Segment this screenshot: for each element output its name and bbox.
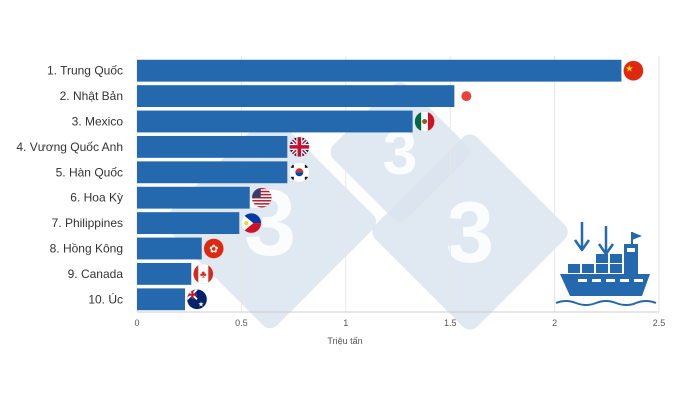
category-label: 2. Nhật Bản (60, 89, 123, 103)
bar (137, 288, 186, 311)
container-block (568, 264, 580, 273)
bars (137, 59, 622, 311)
usa-flag (251, 187, 273, 208)
x-tick-label: 1 (343, 318, 348, 328)
x-tick-label: 0 (134, 318, 139, 328)
australia-flag: ★ (186, 289, 208, 310)
bar (137, 85, 455, 108)
category-label: 8. Hồng Kông (50, 242, 123, 256)
category-label: 9. Canada (68, 267, 124, 281)
category-label: 10. Úc (88, 291, 123, 306)
bar (137, 186, 250, 209)
japan-flag (461, 91, 472, 102)
watermark-diamond: 3 (372, 134, 568, 330)
svg-text:3: 3 (446, 185, 494, 281)
container-block (610, 264, 622, 273)
x-tick-label: 2 (552, 318, 557, 328)
svg-text:♣: ♣ (200, 269, 207, 280)
flags: ★ ✿ ♣ ★ (186, 60, 644, 310)
bar (137, 262, 192, 285)
container-block (596, 254, 608, 263)
bar (137, 237, 202, 260)
ship-hull (560, 274, 650, 296)
svg-text:✿: ✿ (209, 244, 218, 256)
arrow-down-icon (597, 226, 615, 256)
bar (137, 59, 622, 82)
bar (137, 110, 413, 133)
container-block (582, 264, 594, 273)
canada-flag: ♣ (193, 263, 214, 285)
category-label: 1. Trung Quốc (47, 64, 123, 78)
philippines-flag (241, 212, 262, 234)
bar (137, 161, 288, 184)
container-block (596, 264, 608, 273)
container-block (610, 254, 622, 263)
svg-text:★: ★ (198, 300, 204, 308)
x-tick-label: 1.5 (444, 318, 457, 328)
arrow-down-icon (573, 222, 591, 252)
category-label: 4. Vương Quốc Anh (16, 140, 123, 154)
mexico-flag (414, 111, 435, 132)
bar (137, 212, 240, 235)
category-label: 6. Hoa Kỳ (70, 191, 123, 205)
x-axis-label: Triệu tấn (327, 336, 362, 346)
svg-text:★: ★ (625, 64, 633, 74)
x-tick-labels: 0 0.5 1 1.5 2 2.5 (134, 318, 665, 328)
x-tick-label: 2.5 (653, 318, 666, 328)
south-korea-flag (289, 162, 310, 183)
category-labels: 1. Trung Quốc 2. Nhật Bản 3. Mexico 4. Vươn… (16, 64, 123, 307)
wave-line (555, 300, 657, 306)
bar (137, 135, 288, 158)
x-tick-label: 0.5 (235, 318, 248, 328)
cargo-ship-icon (555, 222, 657, 306)
category-label: 3. Mexico (72, 115, 124, 129)
category-label: 5. Hàn Quốc (56, 165, 123, 179)
hong-kong-flag: ✿ (203, 238, 224, 259)
category-label: 7. Philippines (52, 216, 123, 230)
uk-flag (289, 136, 310, 158)
china-flag: ★ (623, 60, 644, 81)
